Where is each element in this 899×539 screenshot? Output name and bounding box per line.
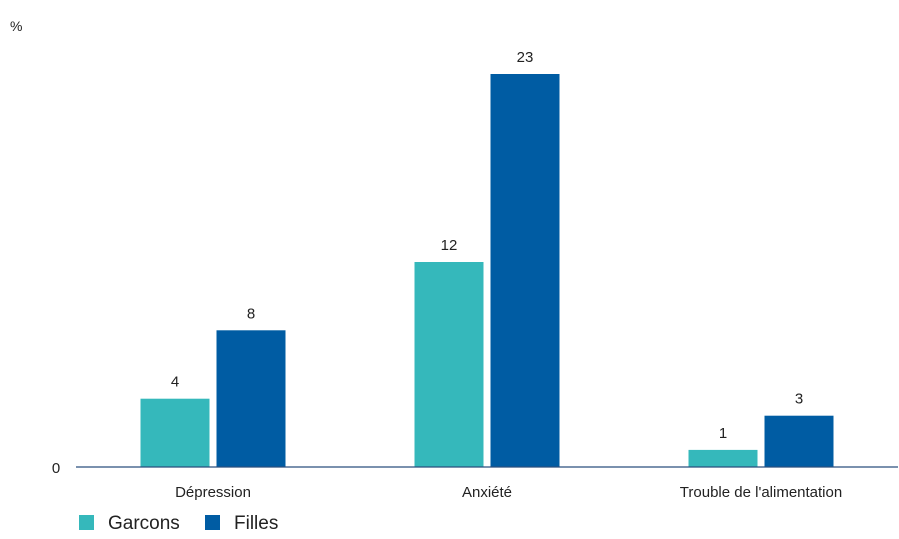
bar-filles-2	[764, 415, 834, 467]
legend-swatch-garcons	[79, 515, 94, 530]
legend: Garcons Filles	[79, 513, 278, 534]
data-labels-layer: 4 8 12 23 1 3	[171, 49, 803, 442]
category-label: Trouble de l'alimentation	[680, 484, 842, 501]
legend-label-garcons: Garcons	[108, 513, 180, 534]
category-labels-layer: Dépression Anxiété Trouble de l'alimentati…	[175, 484, 842, 501]
data-label: 12	[441, 237, 458, 254]
legend-swatch-filles	[205, 515, 220, 530]
data-label: 1	[719, 425, 727, 442]
legend-label-filles: Filles	[234, 513, 278, 534]
data-label: 8	[247, 305, 255, 322]
bars-layer	[140, 74, 834, 467]
data-label: 23	[517, 49, 534, 66]
bar-garcons-0	[140, 398, 210, 467]
bar-garcons-2	[688, 449, 758, 467]
y-tick-label: 0	[52, 460, 60, 477]
category-label: Dépression	[175, 484, 251, 501]
data-label: 4	[171, 374, 179, 391]
bar-filles-0	[216, 330, 286, 467]
category-label: Anxiété	[462, 484, 512, 501]
bar-filles-1	[490, 74, 560, 467]
y-axis-unit-label: %	[10, 18, 22, 34]
bar-garcons-1	[414, 262, 484, 467]
data-label: 3	[795, 391, 803, 408]
